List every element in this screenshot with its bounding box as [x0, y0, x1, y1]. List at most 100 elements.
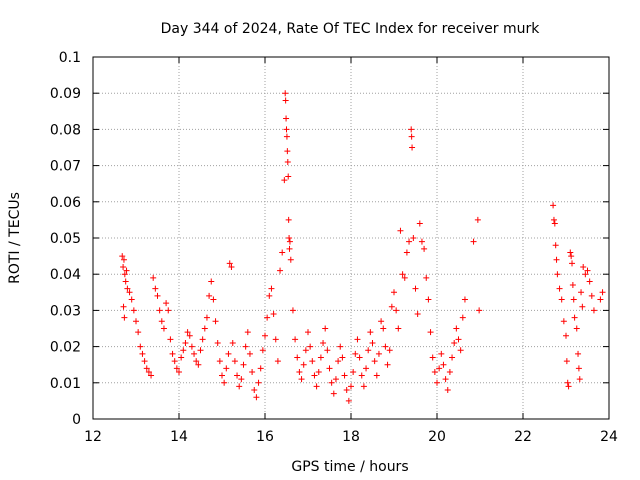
data-point [567, 249, 574, 256]
data-point [163, 300, 170, 307]
data-point [317, 354, 324, 361]
data-point [197, 347, 204, 354]
data-point [597, 296, 604, 303]
grid-lines [93, 57, 609, 419]
data-point [274, 358, 281, 365]
data-point [431, 368, 438, 375]
data-point [292, 336, 299, 343]
data-point [326, 365, 333, 372]
data-point [586, 278, 593, 285]
data-point [133, 318, 139, 325]
data-point [283, 126, 290, 133]
data-point [429, 354, 436, 361]
y-tick-label: 0.01 [50, 376, 81, 392]
data-point [298, 376, 305, 383]
data-point [571, 314, 578, 321]
data-point [348, 383, 354, 390]
y-tick-label: 0.09 [50, 86, 81, 102]
data-point [578, 289, 585, 296]
data-point [176, 368, 182, 375]
data-point [335, 358, 342, 365]
data-point [391, 289, 397, 296]
data-point [121, 271, 128, 278]
data-point [345, 397, 352, 404]
data-point [565, 383, 572, 390]
y-tick-label: 0 [72, 412, 81, 428]
data-point [584, 267, 591, 274]
data-point [590, 307, 597, 314]
data-point [242, 343, 249, 350]
data-point [569, 260, 576, 267]
data-point [444, 387, 451, 394]
y-tick-label: 0.02 [50, 340, 81, 356]
data-point [259, 347, 266, 354]
data-point [395, 325, 402, 332]
data-point [148, 372, 155, 379]
data-point [167, 336, 174, 343]
data-point [203, 314, 210, 321]
data-point [339, 354, 346, 361]
data-point [294, 354, 301, 361]
data-point [375, 350, 382, 357]
data-point [156, 307, 163, 314]
data-point [284, 148, 291, 155]
data-point [551, 220, 558, 227]
data-point [446, 368, 453, 375]
data-point [285, 173, 292, 180]
data-point [568, 253, 575, 260]
data-point [286, 238, 293, 245]
data-point [246, 350, 253, 357]
data-point [461, 296, 468, 303]
data-point [160, 325, 167, 332]
x-tick-label: 24 [600, 429, 618, 445]
y-axis-tick-labels: 0 0.01 0.02 0.03 0.04 0.05 0.06 0.07 0.08 0.09 0.1 [50, 50, 81, 428]
data-point [283, 115, 290, 122]
data-point [330, 390, 337, 397]
data-point [354, 336, 361, 343]
data-point [570, 296, 577, 303]
data-point [365, 347, 372, 354]
data-point [451, 339, 458, 346]
data-point [123, 267, 130, 274]
data-point [564, 379, 571, 386]
data-point [341, 372, 348, 379]
data-point [556, 285, 563, 292]
data-points [119, 90, 606, 404]
data-point [208, 278, 215, 285]
data-point [311, 372, 318, 379]
data-point [401, 274, 408, 281]
data-point [300, 361, 307, 368]
data-point [406, 238, 413, 245]
data-point [436, 365, 443, 372]
x-tick-label: 14 [170, 429, 188, 445]
data-point [253, 394, 260, 401]
data-point [145, 368, 152, 375]
data-point [324, 347, 331, 354]
data-point [476, 307, 483, 314]
data-point [206, 292, 213, 299]
data-point [427, 329, 434, 336]
data-point [434, 379, 440, 386]
data-point [236, 383, 243, 390]
data-point [367, 329, 374, 336]
data-point [135, 329, 142, 336]
data-point [343, 387, 350, 394]
data-point [137, 343, 144, 350]
data-point [315, 368, 322, 375]
data-point [358, 372, 365, 379]
data-point [219, 372, 225, 379]
data-point [412, 285, 419, 292]
data-point [199, 336, 206, 343]
chart-title: Day 344 of 2024, Rate Of TEC Index for r… [161, 21, 541, 37]
data-point [244, 329, 251, 336]
data-point [282, 97, 289, 104]
data-point [425, 296, 432, 303]
data-point [369, 339, 376, 346]
data-point [470, 238, 477, 245]
data-point [386, 347, 393, 354]
x-tick-label: 18 [342, 429, 360, 445]
data-point [580, 263, 587, 270]
data-point [457, 347, 464, 354]
data-point [249, 368, 256, 375]
